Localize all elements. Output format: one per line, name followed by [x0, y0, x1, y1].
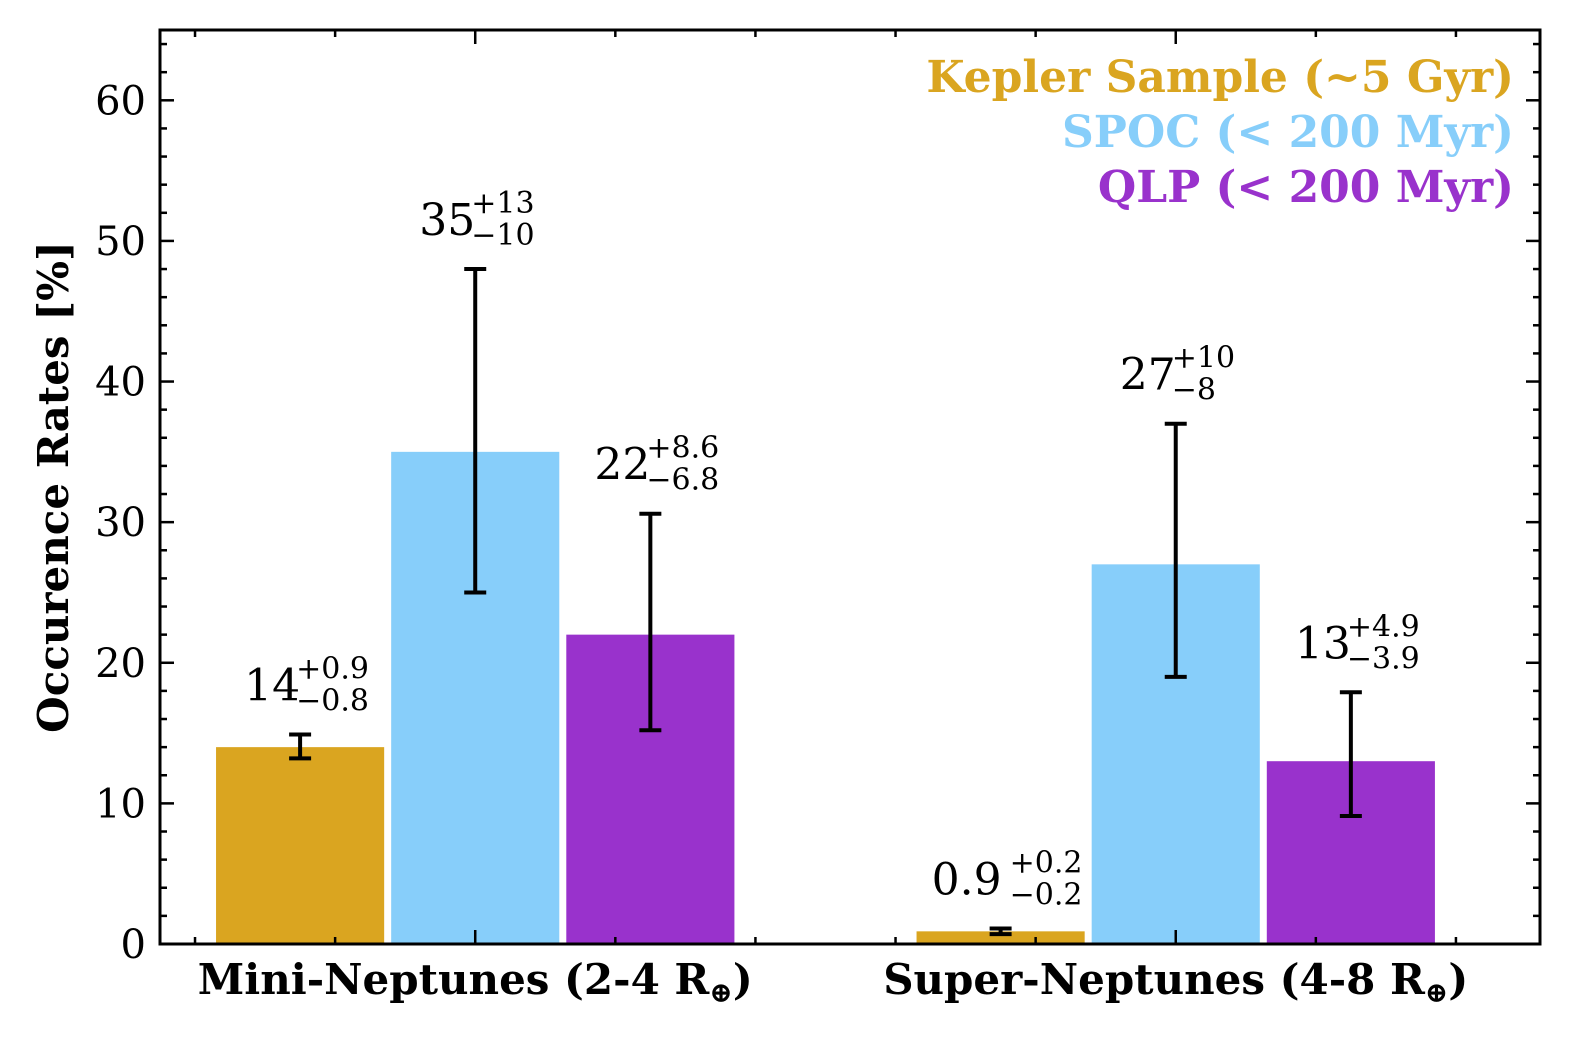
- value-label-main: 22: [594, 440, 650, 491]
- value-label-main: 13: [1295, 618, 1351, 669]
- value-label-minus: −6.8: [646, 463, 719, 498]
- bar-0-0: [216, 747, 385, 944]
- y-tick-label: 10: [95, 781, 146, 827]
- value-label-0-0: 14+0.9−0.8: [244, 651, 369, 718]
- value-label-minus: −3.9: [1347, 641, 1420, 676]
- x-category-label: Mini-Neptunes (2-4 R⊕): [198, 955, 753, 1009]
- value-label-plus: +10: [1172, 341, 1235, 376]
- y-tick-label: 0: [121, 922, 146, 968]
- value-label-minus: −8: [1172, 373, 1216, 408]
- value-label-1-1: 27+10−8: [1120, 341, 1235, 408]
- value-label-0-1: 0.9 +0.2−0.2: [932, 846, 1083, 913]
- axes-layer: 0 10 20 30 40 50 60 Mini-Neptunes (2-4 R⊕) Super…: [29, 28, 1542, 1009]
- x-category-label: Super-Neptunes (4-8 R⊕): [883, 955, 1468, 1009]
- y-tick-label: 30: [95, 500, 146, 546]
- legend-entry-2: QLP (< 200 Myr): [1098, 162, 1514, 213]
- value-label-main: 35: [419, 195, 475, 246]
- y-tick-label: 20: [95, 641, 146, 687]
- value-label-plus: +13: [471, 186, 534, 221]
- value-label-main: 27: [1120, 350, 1176, 401]
- y-axis-label: Occurence Rates [%]: [29, 241, 78, 733]
- y-tick-label: 50: [95, 219, 146, 265]
- value-label-1-0: 35+13−10: [419, 186, 534, 253]
- value-label-minus: −0.8: [296, 683, 369, 718]
- value-label-2-1: 13+4.9−3.9: [1295, 609, 1420, 676]
- y-tick-label: 40: [95, 360, 146, 406]
- value-label-main: 14: [244, 660, 300, 711]
- value-label-minus: −0.2: [1010, 878, 1083, 913]
- value-label-plus: +0.9: [296, 651, 369, 686]
- value-label-plus: +0.2: [1010, 846, 1083, 881]
- error-bars-layer: [289, 267, 1362, 937]
- value-label-main: 0.9: [932, 855, 1002, 906]
- legend: Kepler Sample (~5 Gyr)SPOC (< 200 Myr)QL…: [926, 52, 1514, 213]
- bars-layer: [216, 451, 1435, 944]
- bar-0-1: [916, 931, 1085, 944]
- legend-entry-1: SPOC (< 200 Myr): [1062, 107, 1514, 158]
- plot-frame: [158, 28, 1542, 946]
- value-label-2-0: 22+8.6−6.8: [594, 431, 719, 498]
- legend-entry-0: Kepler Sample (~5 Gyr): [926, 52, 1514, 103]
- y-tick-label: 60: [95, 78, 146, 124]
- value-label-plus: +4.9: [1347, 609, 1420, 644]
- value-label-minus: −10: [471, 218, 534, 253]
- value-label-plus: +8.6: [646, 431, 719, 466]
- value-annotations-layer: 14+0.9−0.8 0.9 +0.2−0.2 35+13−10 27+10−8 22+8…: [244, 186, 1420, 912]
